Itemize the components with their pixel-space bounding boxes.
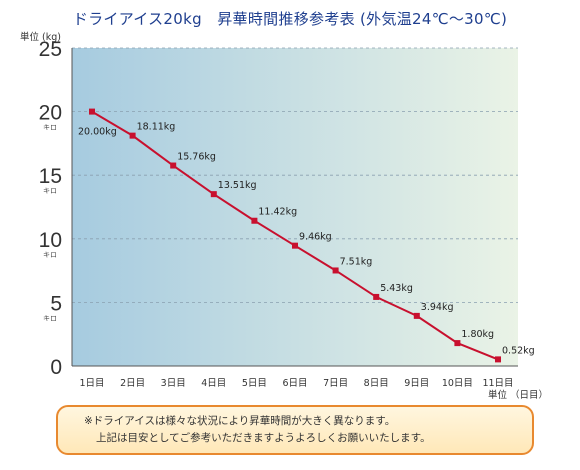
y-tick-sublabel: キロ xyxy=(43,314,57,322)
data-label: 1.80kg xyxy=(461,329,494,340)
x-tick-label: 6日目 xyxy=(282,378,307,389)
y-tick-sublabel: キロ xyxy=(43,124,57,132)
data-point xyxy=(129,132,136,139)
data-point xyxy=(495,356,501,363)
x-tick-label: 11日目 xyxy=(482,378,513,389)
x-tick-label: 7日目 xyxy=(323,378,348,389)
y-tick-label: 20 xyxy=(39,102,62,125)
notice-line-1: ※ドライアイスは様々な状況により昇華時間が大きく異なります。 xyxy=(84,415,396,427)
data-label: 5.43kg xyxy=(380,283,413,294)
x-tick-label: 9日目 xyxy=(404,378,429,389)
data-label: 11.42kg xyxy=(258,207,297,218)
y-tick-label: 5 xyxy=(50,292,62,315)
y-tick-sublabel: キロ xyxy=(43,251,57,259)
data-point xyxy=(292,242,298,249)
data-point xyxy=(413,312,420,319)
data-label: 15.76kg xyxy=(177,152,216,163)
data-label: 20.00kg xyxy=(78,127,117,138)
x-tick-label: 1日目 xyxy=(79,378,104,389)
y-axis-label: 単位 (kg) xyxy=(20,31,61,43)
y-tick-label: 10 xyxy=(39,229,62,252)
data-label: 13.51kg xyxy=(218,180,257,191)
y-tick-label: 0 xyxy=(50,356,62,379)
data-label: 9.46kg xyxy=(299,232,332,243)
data-point xyxy=(170,162,177,169)
y-tick-sublabel: キロ xyxy=(43,187,57,195)
chart-title: ドライアイス20kg 昇華時間推移参考表 (外気温24℃〜30℃) xyxy=(72,10,508,28)
data-label: 18.11kg xyxy=(137,122,176,133)
x-tick-label: 2日目 xyxy=(120,378,145,389)
x-tick-label: 8日目 xyxy=(364,378,389,389)
x-tick-label: 5日目 xyxy=(242,378,267,389)
x-axis-label: 単位 （日目） xyxy=(488,389,548,401)
plot-area xyxy=(72,48,518,366)
x-tick-label: 10日目 xyxy=(442,378,473,389)
data-label: 3.94kg xyxy=(421,302,454,313)
data-label: 7.51kg xyxy=(340,256,373,267)
data-point xyxy=(210,191,217,198)
x-tick-label: 3日目 xyxy=(161,378,186,389)
y-tick-label: 25 xyxy=(39,38,62,61)
notice-box: ※ドライアイスは様々な状況により昇華時間が大きく異なります。 上記は目安としてご… xyxy=(56,405,534,455)
data-point xyxy=(454,340,461,347)
data-point xyxy=(373,293,380,300)
y-tick-label: 15 xyxy=(39,165,62,188)
data-label: 0.52kg xyxy=(502,345,535,356)
data-point xyxy=(332,267,339,274)
notice-line-2: 上記は目安としてご参考いただきますようよろしくお願いいたします。 xyxy=(96,432,431,444)
data-point xyxy=(251,217,258,224)
data-point xyxy=(89,108,95,115)
x-tick-label: 4日目 xyxy=(201,378,226,389)
